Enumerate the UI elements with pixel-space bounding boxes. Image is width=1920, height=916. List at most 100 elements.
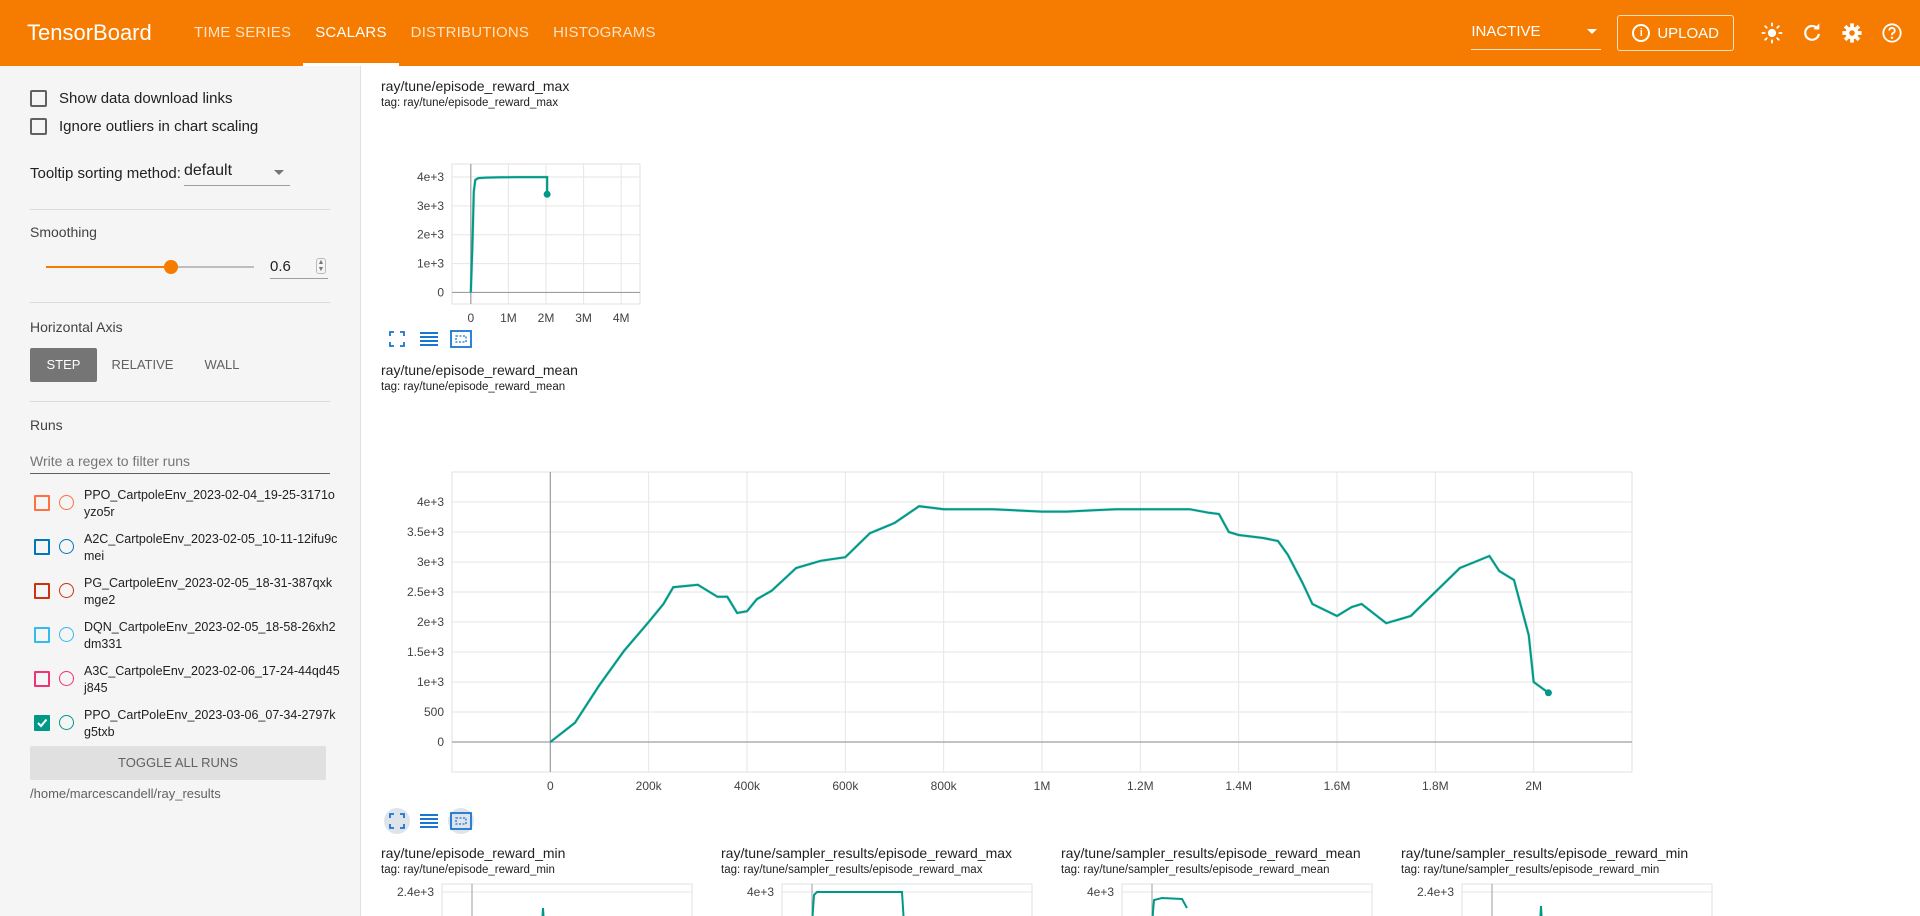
smoothing-value: 0.6	[270, 258, 291, 275]
chart-episode-reward-mean[interactable]: 0 200k 400k 600k 800k 1M 1.2M 1.4M 1.6M 1.8M 2M 0 50…	[362, 394, 1920, 804]
log-scale-icon[interactable]	[416, 808, 442, 834]
x-tick-label: 2M	[1525, 779, 1542, 793]
tab-distributions[interactable]: DISTRIBUTIONS	[410, 24, 530, 41]
x-tick-label: 3M	[575, 311, 592, 325]
axis-step-button[interactable]: STEP	[30, 348, 97, 382]
help-icon[interactable]	[1872, 13, 1912, 53]
y-tick-label: 0	[437, 285, 444, 299]
chart-sampler-episode-reward-mean[interactable]: 4e+3	[1042, 878, 1382, 916]
series-end-point	[543, 190, 551, 198]
fit-domain-icon[interactable]	[448, 808, 474, 834]
stepper-icon[interactable]: ▲ ▼	[316, 258, 326, 274]
plot-frame	[441, 883, 693, 916]
tooltip-sorting-select[interactable]: default	[184, 162, 290, 186]
ignore-outliers-label: Ignore outliers in chart scaling	[59, 118, 259, 135]
run-checkbox[interactable]	[34, 671, 50, 687]
run-item[interactable]: PG_CartpoleEnv_2023-02-05_18-31-387qxkmg…	[30, 575, 340, 619]
run-checkbox[interactable]	[34, 539, 50, 555]
top-app-bar: TensorBoard TIME SERIES SCALARS DISTRIBU…	[0, 0, 1920, 66]
run-color-icon[interactable]	[59, 495, 74, 510]
run-color-icon[interactable]	[59, 715, 74, 730]
chart-sampler-episode-reward-max[interactable]: 4e+3	[702, 878, 1042, 916]
run-checkbox-checked[interactable]	[34, 715, 50, 731]
series-line	[811, 891, 905, 916]
show-download-links-option[interactable]: Show data download links	[30, 90, 232, 107]
plugin-select[interactable]: INACTIVE	[1471, 16, 1602, 50]
card-tag: tag: ray/tune/episode_reward_min	[381, 864, 555, 876]
log-directory: /home/marcescandell/ray_results	[30, 786, 221, 801]
card-title: ray/tune/sampler_results/episode_reward_…	[1401, 845, 1689, 861]
smoothing-input[interactable]: 0.6 ▲ ▼	[270, 255, 328, 279]
runs-filter-input[interactable]: Write a regex to filter runs	[30, 450, 330, 474]
plugin-select-value: INACTIVE	[1471, 23, 1541, 40]
y-tick-label: 1e+3	[417, 675, 444, 689]
fullscreen-icon[interactable]	[384, 808, 410, 834]
run-item[interactable]: PPO_CartpoleEnv_2023-02-04_19-25-3171oyz…	[30, 487, 340, 531]
y-tick-label: 2.4e+3	[397, 885, 434, 899]
dropdown-caret-icon	[1587, 29, 1598, 34]
divider	[30, 209, 330, 210]
fullscreen-icon[interactable]	[384, 326, 410, 352]
run-item[interactable]: DQN_CartpoleEnv_2023-02-05_18-58-26xh2dm…	[30, 619, 340, 663]
toggle-all-runs-button[interactable]: TOGGLE ALL RUNS	[30, 746, 326, 780]
divider	[30, 302, 330, 303]
y-tick-label: 0	[437, 735, 444, 749]
y-tick-label: 4e+3	[417, 170, 444, 184]
brightness-icon[interactable]	[1752, 13, 1792, 53]
series-line	[541, 907, 545, 916]
axis-relative-button[interactable]: RELATIVE	[111, 357, 174, 372]
refresh-icon[interactable]	[1792, 13, 1832, 53]
info-icon: i	[1632, 24, 1651, 42]
show-download-links-checkbox[interactable]	[30, 90, 47, 107]
y-tick-label: 3e+3	[417, 555, 444, 569]
x-tick-label: 1.2M	[1127, 779, 1154, 793]
upload-button[interactable]: i UPLOAD	[1617, 15, 1734, 51]
x-tick-label: 1.8M	[1422, 779, 1449, 793]
check-icon	[37, 718, 48, 728]
y-tick-label: 4e+3	[417, 495, 444, 509]
y-tick-label: 3.5e+3	[407, 525, 444, 539]
y-tick-label: 2e+3	[417, 228, 444, 242]
run-item[interactable]: A2C_CartpoleEnv_2023-02-05_10-11-12ifu9c…	[30, 531, 340, 575]
fit-domain-icon[interactable]	[448, 326, 474, 352]
run-color-icon[interactable]	[59, 539, 74, 554]
chevron-down-icon	[274, 170, 284, 175]
divider	[30, 401, 330, 402]
chart-episode-reward-max[interactable]: 0 1M 2M 3M 4M 0 1e+3 2e+3 3e+3 4e+3	[362, 110, 722, 390]
tab-scalars[interactable]: SCALARS	[303, 0, 399, 66]
card-tag: tag: ray/tune/sampler_results/episode_re…	[1061, 864, 1330, 876]
x-tick-label: 800k	[931, 779, 958, 793]
run-item[interactable]: A3C_CartpoleEnv_2023-02-06_17-24-44qd45j…	[30, 663, 340, 707]
ignore-outliers-checkbox[interactable]	[30, 118, 47, 135]
axis-wall-button[interactable]: WALL	[204, 357, 240, 372]
x-tick-label: 1.6M	[1324, 779, 1351, 793]
run-name: DQN_CartpoleEnv_2023-02-05_18-58-26xh2dm…	[84, 620, 336, 651]
ignore-outliers-option[interactable]: Ignore outliers in chart scaling	[30, 118, 258, 135]
chart-sampler-episode-reward-min[interactable]: 2.4e+3	[1382, 878, 1722, 916]
run-color-icon[interactable]	[59, 583, 74, 598]
raw-series-line	[549, 504, 1550, 744]
chart-episode-reward-min[interactable]: 2.4e+3	[362, 878, 702, 916]
run-checkbox[interactable]	[34, 627, 50, 643]
run-name: PPO_CartPoleEnv_2023-03-06_07-34-2797kg5…	[84, 708, 336, 739]
run-color-icon[interactable]	[59, 671, 74, 686]
settings-icon[interactable]	[1832, 13, 1872, 53]
x-tick-label: 600k	[832, 779, 859, 793]
horizontal-axis-label: Horizontal Axis	[30, 319, 123, 335]
y-tick-label: 4e+3	[1087, 885, 1114, 899]
log-scale-icon[interactable]	[416, 326, 442, 352]
top-bar-actions: INACTIVE i UPLOAD	[1471, 0, 1920, 66]
series-line	[549, 505, 1550, 743]
tab-time-series[interactable]: TIME SERIES	[194, 24, 292, 41]
smoothing-slider-thumb[interactable]	[164, 260, 178, 274]
run-item[interactable]: PPO_CartPoleEnv_2023-03-06_07-34-2797kg5…	[30, 707, 340, 751]
x-tick-label: 0	[547, 779, 554, 793]
smoothing-label: Smoothing	[30, 224, 97, 240]
y-tick-label: 4e+3	[747, 885, 774, 899]
run-name: A2C_CartpoleEnv_2023-02-05_10-11-12ifu9c…	[84, 532, 338, 563]
run-color-icon[interactable]	[59, 627, 74, 642]
tab-histograms[interactable]: HISTOGRAMS	[553, 24, 656, 41]
run-checkbox[interactable]	[34, 583, 50, 599]
plot-frame	[1461, 883, 1713, 916]
run-checkbox[interactable]	[34, 495, 50, 511]
